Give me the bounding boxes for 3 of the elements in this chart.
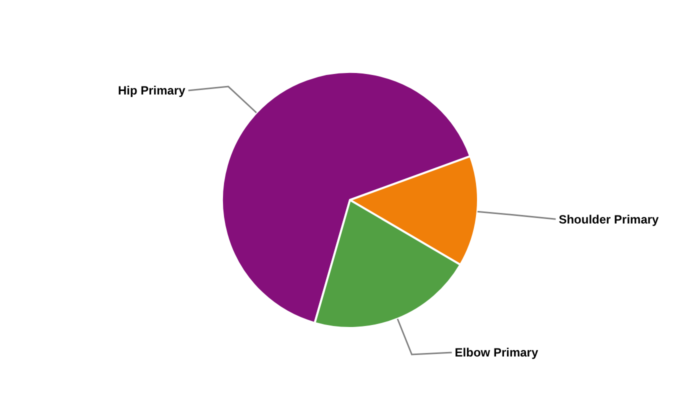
slice-label: Shoulder Primary <box>558 212 660 226</box>
slice-label: Hip Primary <box>118 84 186 98</box>
slice-label: Elbow Primary <box>454 346 538 360</box>
